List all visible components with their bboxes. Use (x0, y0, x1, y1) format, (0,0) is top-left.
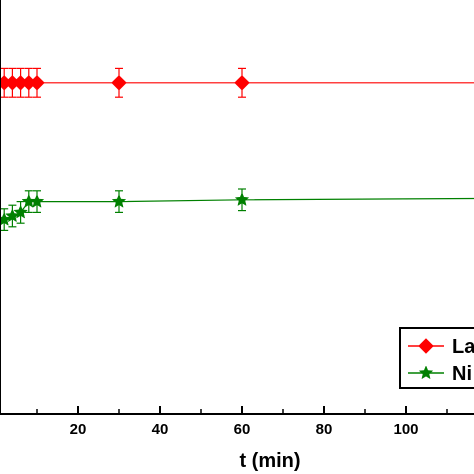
legend: La Ni (399, 327, 474, 389)
data-point (234, 192, 250, 206)
data-point (29, 193, 45, 208)
legend-star-icon (418, 365, 434, 380)
data-point (111, 193, 127, 208)
legend-marker-la (418, 338, 434, 354)
legend-label-la: La (452, 336, 474, 358)
data-point (13, 204, 28, 219)
legend-marker-ni (418, 365, 434, 380)
x-tick-label: 60 (234, 421, 251, 438)
legend-label-ni: Ni (452, 363, 472, 385)
legend-box (399, 327, 474, 389)
x-tick-label: 80 (316, 421, 333, 438)
series-la (0, 67, 474, 98)
legend-diamond-icon (418, 338, 434, 354)
x-tick-label: 20 (70, 421, 87, 438)
data-point (29, 75, 45, 91)
series-line (0, 197, 474, 223)
x-tick-label: 40 (152, 421, 169, 438)
data-point (111, 75, 127, 91)
x-tick-label: 100 (393, 421, 418, 438)
series-ni (0, 188, 474, 231)
x-axis-title: t (min) (239, 450, 300, 472)
tick-layer: 20 40 60 80 100 (36, 406, 448, 438)
data-point (234, 75, 250, 91)
series-layer (0, 67, 474, 231)
